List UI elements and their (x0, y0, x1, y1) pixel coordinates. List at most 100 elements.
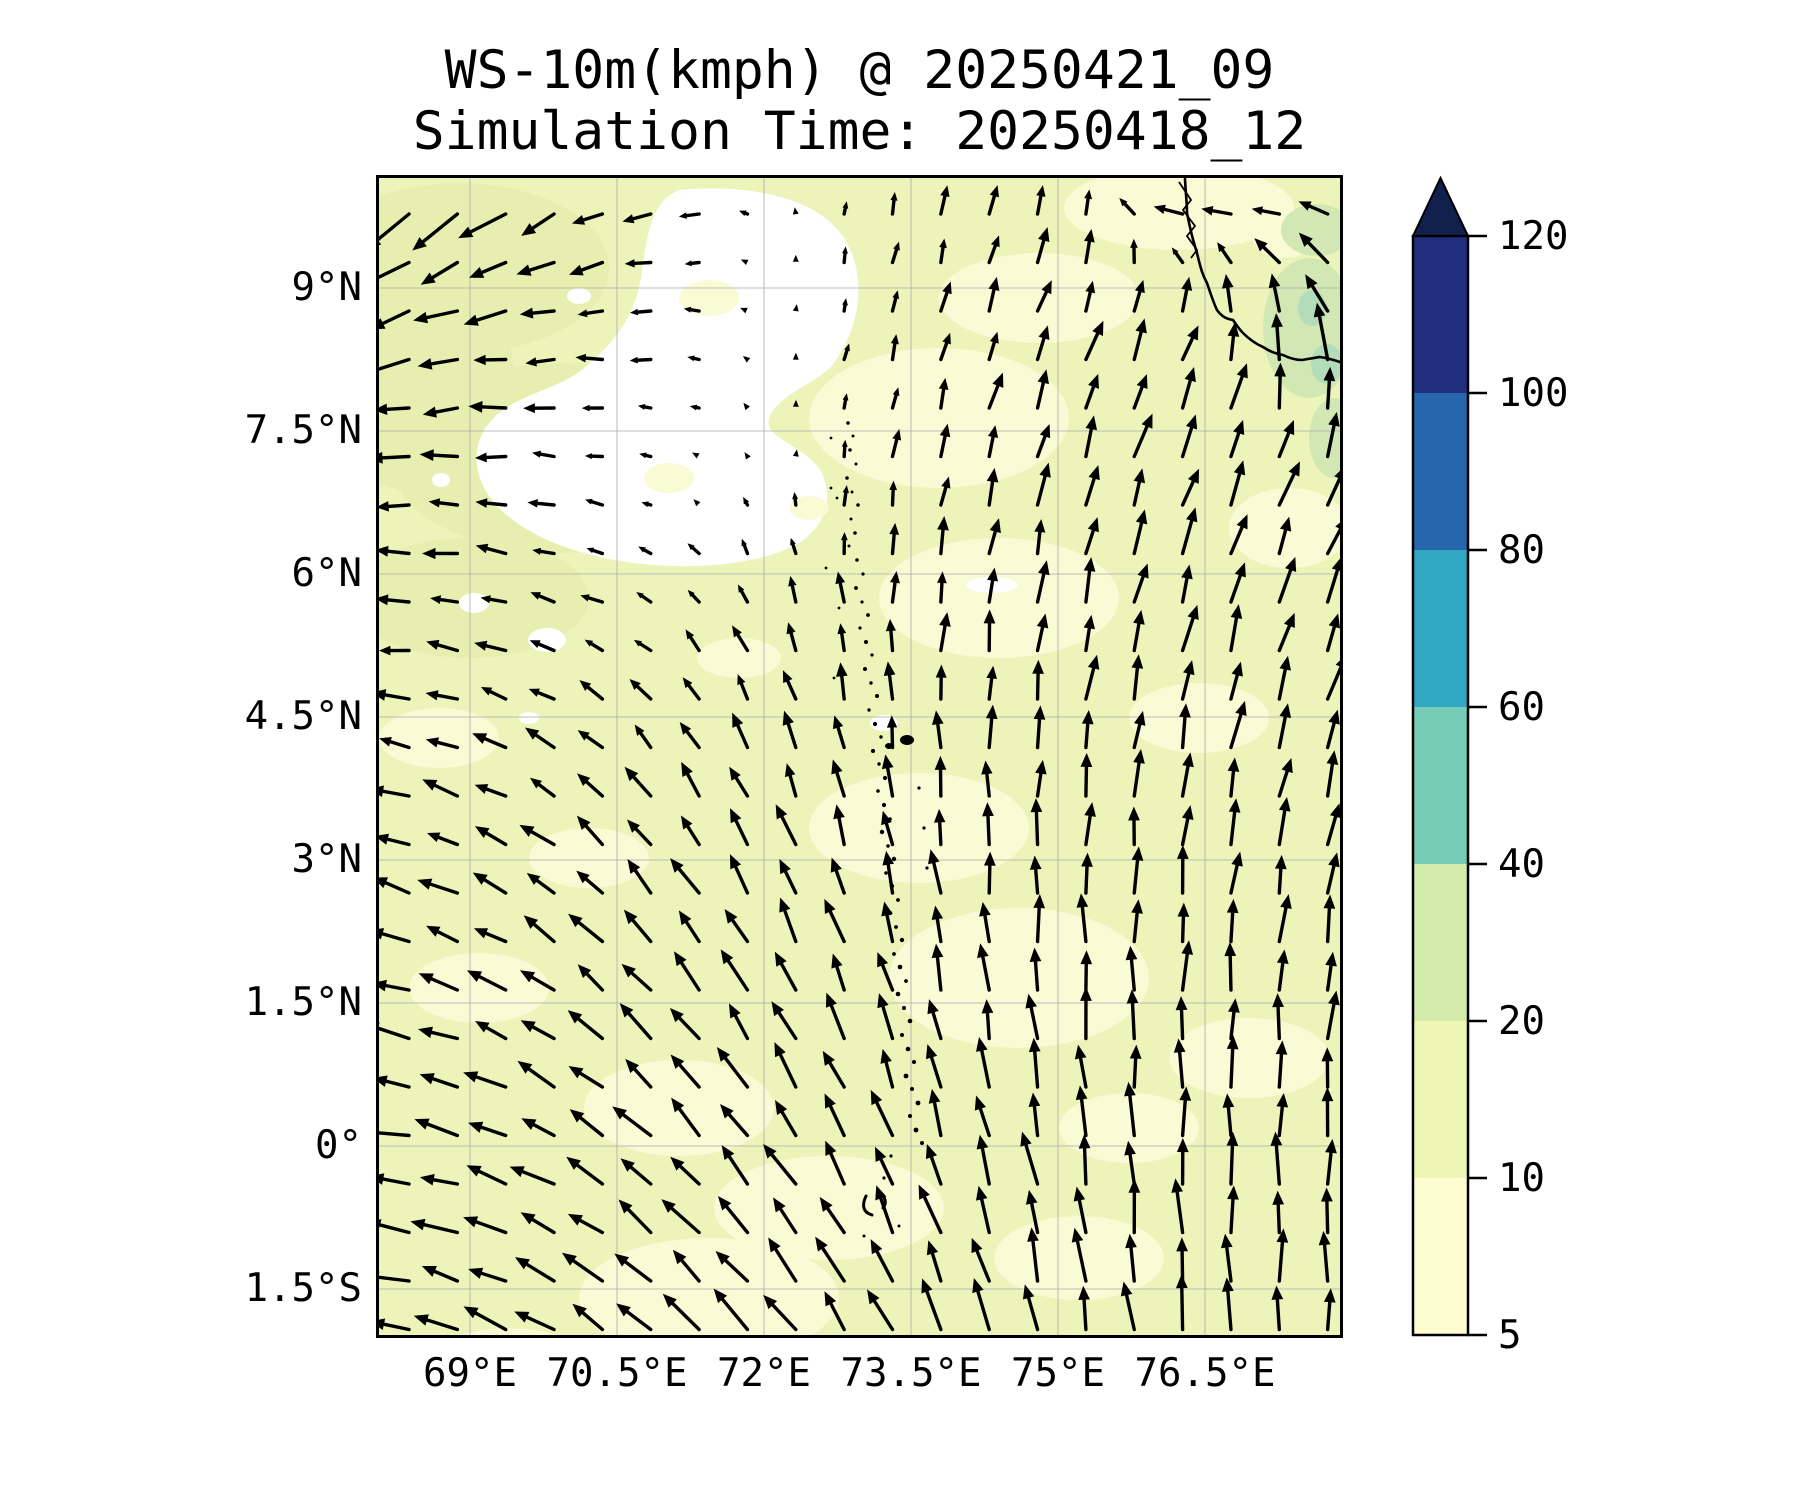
wind-arrow-shaft (1180, 912, 1186, 944)
wind-arrow-head (926, 1240, 939, 1256)
wind-arrow-head (1020, 1131, 1032, 1147)
wind-arrow-head (1181, 564, 1193, 580)
wind-arrow-shaft (1325, 475, 1340, 507)
wind-arrow-head (931, 710, 944, 726)
wind-arrow-shaft (473, 309, 508, 323)
wind-arrow-shaft (1229, 470, 1242, 507)
wind-arrow-head (825, 992, 837, 1008)
wind-arrow-shaft (1127, 1092, 1136, 1138)
wind-arrow-head (1275, 1040, 1288, 1055)
wind-arrow-head (1313, 302, 1326, 318)
wind-arrow-head (1298, 201, 1312, 211)
wind-band-5-10-patch (789, 496, 829, 520)
wind-arrow-head (577, 309, 588, 318)
wind-arrow-shaft (827, 1059, 846, 1089)
wind-arrow-shaft (782, 907, 798, 944)
wind-arrow-head (880, 1048, 892, 1064)
wind-arrow-shaft (1229, 614, 1239, 653)
wind-arrow-shaft (687, 634, 701, 653)
wind-arrow-head (1328, 411, 1340, 427)
wind-arrow-shaft (935, 915, 943, 944)
maldives-atoll-dot (889, 1154, 893, 1158)
wind-arrow-shaft (535, 781, 556, 798)
wind-arrow-shaft (885, 764, 895, 798)
maldives-atoll-dot (837, 606, 841, 610)
wind-arrow-head (1226, 1131, 1239, 1147)
wind-arrow-shaft (433, 693, 460, 701)
wind-arrow-head (1033, 894, 1046, 909)
wind-arrow-shaft (1132, 664, 1140, 701)
wind-arrow-head (413, 311, 429, 324)
wind-arrow-shaft (987, 382, 1001, 410)
maldives-atoll-dot (884, 871, 888, 875)
wind-arrow-shaft (1077, 1196, 1088, 1235)
wind-arrow-head (1036, 185, 1046, 197)
wind-arrow-head (1125, 945, 1138, 961)
wind-arrow-head (934, 808, 946, 823)
wind-arrow-head (892, 387, 900, 397)
wind-arrow-shaft (426, 881, 460, 895)
wind-arrow-head (792, 254, 799, 262)
wind-band-20-40-patch (1281, 204, 1340, 256)
wind-arrow-head (527, 499, 538, 508)
wind-arrow-shaft (624, 1308, 653, 1332)
wind-arrow-head (890, 191, 898, 201)
wind-arrow-shaft (828, 1149, 846, 1186)
maldives-atoll-dot (829, 436, 833, 440)
wind-arrow-shaft (1325, 377, 1332, 410)
wind-arrow-head (732, 712, 744, 728)
wind-arrow-shaft (1277, 959, 1285, 992)
colorbar-tick-label: 5 (1498, 1313, 1521, 1355)
wind-arrow-head (918, 1184, 930, 1200)
wind-arrow-shaft (1229, 1045, 1235, 1089)
wind-arrow-shaft (1132, 519, 1144, 556)
wind-arrow-head (379, 833, 389, 845)
wind-arrow-shaft (1229, 767, 1236, 798)
wind-arrow-head (1081, 852, 1093, 867)
wind-arrow-shaft (732, 1012, 750, 1041)
maldives-atoll-dot (879, 829, 885, 835)
wind-arrow-head (937, 515, 949, 531)
wind-arrow-head (874, 1146, 887, 1162)
wind-arrow-shaft (1229, 571, 1243, 604)
y-tick-label: 6°N (291, 551, 362, 596)
wind-arrow-shaft (1079, 1095, 1088, 1138)
wind-arrow-head (680, 815, 693, 830)
wind-arrow-shaft (526, 260, 556, 273)
wind-arrow-shaft (1129, 956, 1136, 992)
wind-arrow-shaft (427, 357, 460, 366)
wind-arrow-shaft (431, 1268, 460, 1283)
wind-arrow-shaft (529, 212, 556, 231)
wind-arrow-head (837, 623, 847, 635)
wind-arrow-shaft (838, 579, 846, 604)
wind-band-5-10-patch (1169, 1018, 1329, 1098)
wind-arrow-shaft (625, 1010, 653, 1041)
wind-arrow-shaft (686, 682, 701, 701)
wind-arrow-head (517, 1060, 533, 1074)
wind-arrow-shaft (1035, 904, 1041, 944)
wind-arrow-head (889, 480, 898, 491)
wind-arrow-head (661, 1199, 676, 1213)
wind-arrow-shaft (878, 1155, 895, 1186)
wind-arrow-head (1283, 612, 1295, 629)
wind-arrow-head (1334, 470, 1340, 479)
maldives-atoll-dot (894, 925, 898, 929)
maldives-atoll-dot (886, 844, 890, 848)
wind-arrow-head (893, 241, 900, 251)
wind-arrow-shaft (584, 684, 605, 701)
wind-arrow-shaft (1180, 517, 1194, 556)
wind-arrow-shaft (577, 1114, 605, 1138)
wind-arrow-head (1254, 238, 1268, 252)
wind-arrow-shaft (379, 1275, 411, 1283)
wind-arrow-shaft (684, 728, 701, 750)
wind-arrow-head (379, 241, 382, 246)
wind-band-5-10-patch (529, 828, 649, 888)
wind-arrow-head (720, 949, 734, 965)
wind-arrow-shaft (987, 242, 998, 265)
wind-arrow-shaft (1035, 192, 1043, 216)
wind-arrow-shaft (472, 1310, 508, 1332)
map-axes (376, 175, 1343, 1338)
x-tick-label: 69°E (423, 1351, 517, 1396)
wind-arrow-head (417, 1026, 433, 1039)
wind-arrow-shaft (434, 740, 460, 750)
